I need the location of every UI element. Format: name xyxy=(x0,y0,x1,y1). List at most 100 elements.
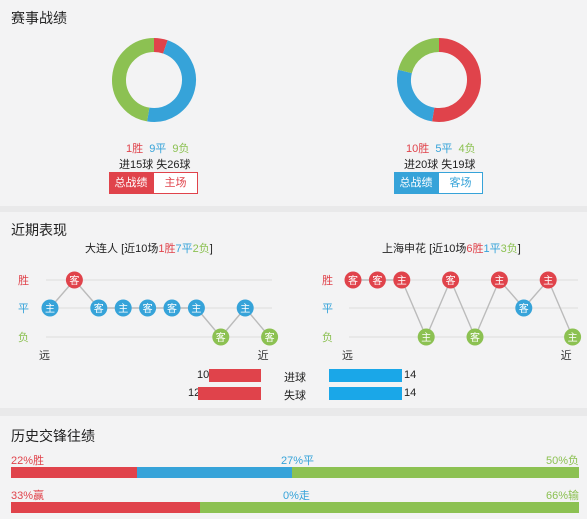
left-donut-chart xyxy=(112,38,196,122)
left-goals: 进15球 失26球 xyxy=(119,159,191,171)
form-point xyxy=(490,271,508,289)
form-point xyxy=(261,328,279,346)
right-wins: 10胜 xyxy=(406,143,430,155)
right-donut-chart xyxy=(397,38,481,122)
form-point xyxy=(442,271,460,289)
form-point-label: 客 xyxy=(216,331,226,344)
h2h-loss-segment xyxy=(200,502,579,513)
form-point-label: 主 xyxy=(421,332,431,344)
left-tab-home[interactable]: 主场 xyxy=(153,172,198,194)
form-point xyxy=(236,299,254,317)
form-point xyxy=(90,299,108,317)
form-point xyxy=(139,299,157,317)
right-losses: 4负 xyxy=(458,143,476,155)
form-point xyxy=(163,299,181,317)
section-title: 历史交锋往绩 xyxy=(11,428,95,444)
h2h-row2-loss-label: 66%输 xyxy=(545,490,579,502)
right-team-recent-summary: 上海申花 [近10场6胜1平3负] xyxy=(382,243,521,255)
donut-draw-slice xyxy=(397,69,435,122)
left-losses: 9负 xyxy=(172,143,190,155)
h2h-row2-bar xyxy=(11,502,579,513)
h2h-loss-segment xyxy=(292,467,579,478)
scored-label: 进球 xyxy=(284,372,306,384)
form-far-label: 远 xyxy=(39,349,50,362)
right-scored-bar xyxy=(329,369,402,382)
right-goals: 进20球 失19球 xyxy=(404,159,476,171)
recent-section: 近期表现 大连人 [近10场1胜7平2负] 上海申花 [近10场6胜1平3负] … xyxy=(0,212,587,408)
left-conceded-value: 12 xyxy=(188,387,201,399)
form-y-label: 平 xyxy=(18,303,29,315)
right-conceded-bar xyxy=(329,387,402,400)
h2h-row2-draw-label: 0%走 xyxy=(283,490,310,502)
form-y-label: 胜 xyxy=(18,273,29,287)
form-point xyxy=(344,271,362,289)
left-tab-overall[interactable]: 总战绩 xyxy=(109,172,153,194)
h2h-win-segment xyxy=(11,467,138,478)
form-point-label: 主 xyxy=(45,303,55,315)
donut-draw-slice xyxy=(147,40,196,122)
form-point xyxy=(466,328,484,346)
form-point-label: 客 xyxy=(348,274,358,287)
form-point xyxy=(539,271,557,289)
form-line xyxy=(49,278,271,339)
h2h-row1-draw-label: 27%平 xyxy=(281,455,315,467)
donut-win-slice xyxy=(432,38,481,122)
left-scored-value: 10 xyxy=(197,369,210,381)
left-conceded-bar xyxy=(198,387,261,400)
right-tab-away[interactable]: 客场 xyxy=(438,172,483,194)
right-conceded-value: 14 xyxy=(404,387,417,399)
form-point xyxy=(515,299,533,317)
form-point-label: 主 xyxy=(568,332,578,344)
form-point xyxy=(393,271,411,289)
form-point-label: 客 xyxy=(69,274,79,287)
form-point xyxy=(212,328,230,346)
form-line xyxy=(353,278,574,339)
form-near-label: 近 xyxy=(561,349,572,362)
form-point-label: 客 xyxy=(167,302,177,315)
form-point-label: 客 xyxy=(94,302,104,315)
form-point xyxy=(417,328,435,346)
form-point xyxy=(65,271,83,289)
form-point xyxy=(368,271,386,289)
form-point-label: 主 xyxy=(240,303,250,315)
donut-win-slice xyxy=(153,38,168,54)
recent-form-charts: 胜平负主客客主客客主客主客远近 胜平负客客主主客客主客主主远近 xyxy=(18,271,582,362)
right-draws: 5平 xyxy=(435,143,453,155)
donut-loss-slice xyxy=(112,38,155,122)
form-point-label: 主 xyxy=(397,275,407,287)
left-wins: 1胜 xyxy=(126,143,144,155)
form-point xyxy=(187,299,205,317)
form-y-label: 负 xyxy=(322,330,333,344)
form-y-label: 胜 xyxy=(322,273,333,287)
h2h-row1-win-label: 22%胜 xyxy=(11,455,45,467)
section-title: 赛事战绩 xyxy=(11,10,67,26)
form-y-label: 负 xyxy=(18,330,29,344)
section-title: 近期表现 xyxy=(11,222,67,238)
h2h-row1-loss-label: 50%负 xyxy=(545,455,579,467)
left-record-summary: 1胜 9平 9负 xyxy=(126,140,190,156)
right-scored-value: 14 xyxy=(404,369,417,381)
h2h-section: 历史交锋往绩 22%胜 27%平 50%负 33%赢 0%走 66%输 xyxy=(0,416,587,519)
form-point-label: 客 xyxy=(470,331,480,344)
form-point-label: 主 xyxy=(543,275,553,287)
form-point-label: 客 xyxy=(143,302,153,315)
form-point xyxy=(41,299,59,317)
record-section: 赛事战绩 1胜 9平 9负 进15球 失26球 总战绩 主场 10胜 5平 4负… xyxy=(0,0,587,206)
left-scored-bar xyxy=(208,369,261,382)
h2h-row2-win-label: 33%赢 xyxy=(11,490,45,502)
right-record-summary: 10胜 5平 4负 xyxy=(406,140,476,156)
form-far-label: 远 xyxy=(342,349,353,362)
right-tab-overall[interactable]: 总战绩 xyxy=(394,172,438,194)
form-point-label: 主 xyxy=(118,303,128,315)
donut-loss-slice xyxy=(398,38,440,74)
form-point-label: 客 xyxy=(519,302,529,315)
form-point xyxy=(114,299,132,317)
left-team-recent-summary: 大连人 [近10场1胜7平2负] xyxy=(85,243,213,255)
h2h-row1-bar xyxy=(11,467,579,478)
conceded-label: 失球 xyxy=(284,390,306,402)
h2h-win-segment xyxy=(11,502,201,513)
h2h-draw-segment xyxy=(137,467,293,478)
form-point-label: 主 xyxy=(494,275,504,287)
form-point-label: 客 xyxy=(372,274,382,287)
form-point-label: 主 xyxy=(191,303,201,315)
